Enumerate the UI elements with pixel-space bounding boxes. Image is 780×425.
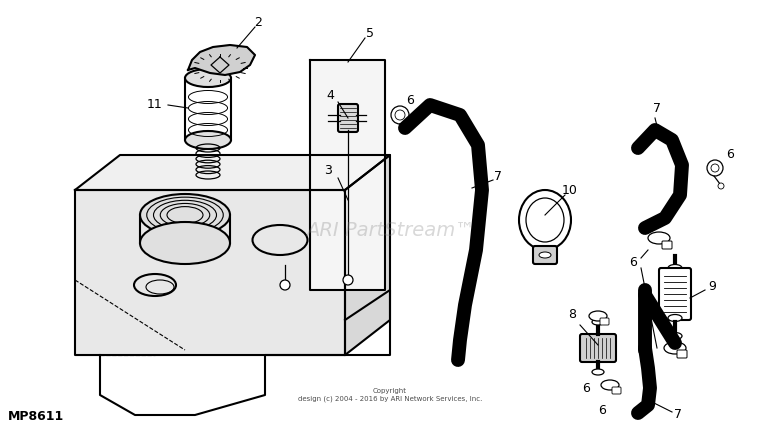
Circle shape bbox=[707, 160, 723, 176]
Ellipse shape bbox=[648, 232, 670, 244]
Text: MP8611: MP8611 bbox=[8, 410, 64, 422]
Ellipse shape bbox=[592, 369, 604, 375]
Ellipse shape bbox=[539, 252, 551, 258]
Ellipse shape bbox=[140, 222, 230, 264]
Text: 8: 8 bbox=[568, 309, 576, 321]
Text: 2: 2 bbox=[254, 15, 262, 28]
Ellipse shape bbox=[601, 380, 619, 390]
FancyBboxPatch shape bbox=[533, 246, 557, 264]
Text: ARI PartStream™: ARI PartStream™ bbox=[306, 221, 474, 240]
Circle shape bbox=[395, 110, 405, 120]
FancyBboxPatch shape bbox=[659, 268, 691, 320]
Text: 6: 6 bbox=[726, 148, 734, 162]
Ellipse shape bbox=[589, 311, 607, 321]
Ellipse shape bbox=[185, 131, 231, 149]
Polygon shape bbox=[75, 190, 345, 355]
Ellipse shape bbox=[134, 274, 176, 296]
FancyBboxPatch shape bbox=[612, 387, 621, 394]
Polygon shape bbox=[345, 155, 390, 355]
FancyBboxPatch shape bbox=[662, 241, 672, 249]
Text: 6: 6 bbox=[406, 94, 414, 107]
Polygon shape bbox=[310, 60, 385, 290]
Text: 6: 6 bbox=[582, 382, 590, 394]
Ellipse shape bbox=[668, 332, 682, 340]
Polygon shape bbox=[75, 155, 390, 190]
Circle shape bbox=[280, 280, 290, 290]
Text: 10: 10 bbox=[562, 184, 578, 196]
Ellipse shape bbox=[185, 69, 231, 87]
Ellipse shape bbox=[592, 319, 604, 325]
FancyBboxPatch shape bbox=[600, 318, 609, 325]
Text: 7: 7 bbox=[494, 170, 502, 182]
Ellipse shape bbox=[253, 225, 307, 255]
Text: 6: 6 bbox=[629, 257, 637, 269]
Text: 3: 3 bbox=[324, 164, 332, 176]
Text: 7: 7 bbox=[674, 408, 682, 422]
Ellipse shape bbox=[668, 314, 682, 321]
Ellipse shape bbox=[140, 194, 230, 236]
Circle shape bbox=[391, 106, 409, 124]
Text: 4: 4 bbox=[326, 88, 334, 102]
Text: 11: 11 bbox=[147, 97, 163, 110]
Text: 6: 6 bbox=[598, 403, 606, 416]
FancyBboxPatch shape bbox=[677, 350, 687, 358]
FancyBboxPatch shape bbox=[338, 104, 358, 132]
Text: 5: 5 bbox=[366, 26, 374, 40]
Ellipse shape bbox=[668, 264, 682, 272]
FancyBboxPatch shape bbox=[580, 334, 616, 362]
Polygon shape bbox=[188, 45, 255, 75]
Text: Copyright
design (c) 2004 - 2016 by ARI Network Services, Inc.: Copyright design (c) 2004 - 2016 by ARI … bbox=[298, 388, 482, 402]
Ellipse shape bbox=[664, 342, 686, 354]
Text: 7: 7 bbox=[653, 102, 661, 114]
Circle shape bbox=[343, 275, 353, 285]
Text: 9: 9 bbox=[708, 280, 716, 292]
Circle shape bbox=[711, 164, 719, 172]
Circle shape bbox=[718, 183, 724, 189]
